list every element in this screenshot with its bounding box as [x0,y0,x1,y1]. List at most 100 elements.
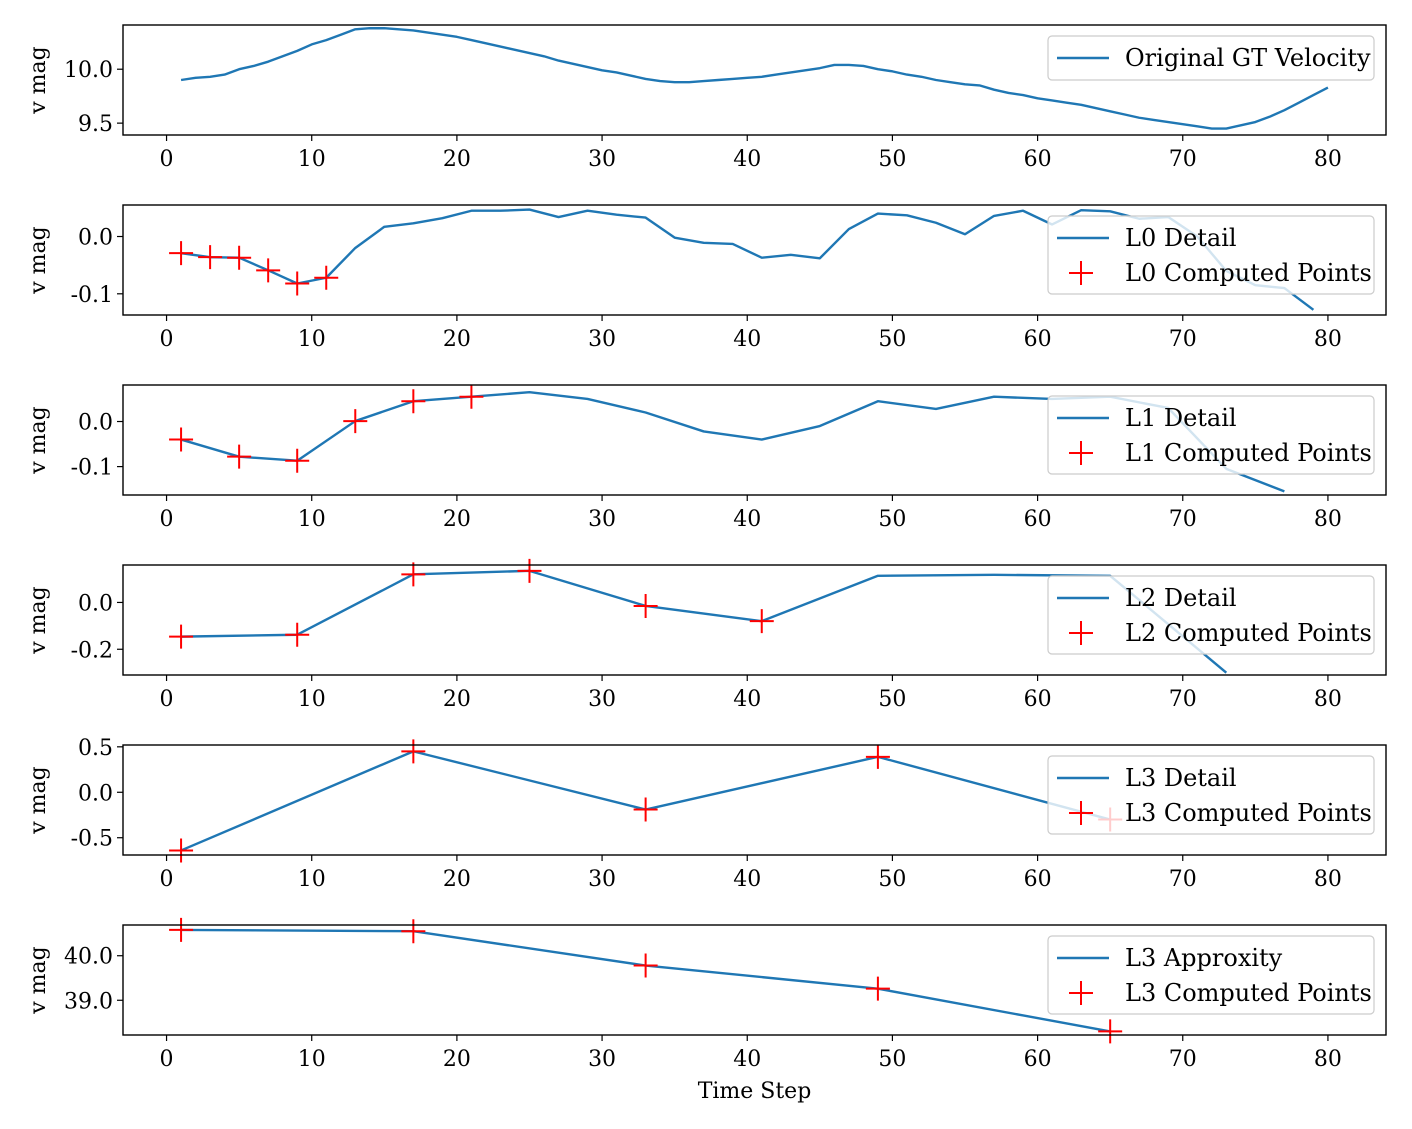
x-tick-label: 20 [443,687,471,712]
x-tick-label: 60 [1024,327,1052,352]
x-tick-label: 80 [1314,147,1342,172]
y-tick-label: -0.1 [71,283,113,308]
legend-label: L3 Computed Points [1125,799,1372,827]
computed-point-marker [865,976,890,1001]
y-tick-label: 40.0 [64,945,113,970]
legend-label: L3 Approxity [1125,944,1283,972]
x-tick-label: 10 [298,327,326,352]
computed-point-marker [314,265,339,290]
legend-label: L3 Detail [1125,764,1237,792]
y-tick-label: -0.2 [71,638,113,663]
series-line [180,208,1315,311]
computed-point-marker [1098,1019,1123,1044]
y-tick-label: 9.5 [78,112,113,137]
computed-point-marker [169,624,194,649]
computed-point-marker [633,953,658,978]
legend-label: L1 Computed Points [1125,439,1372,467]
x-tick-label: 50 [878,147,906,172]
x-tick-label: 80 [1314,1047,1342,1072]
subplot-2: 0 10 20 30 40 50 60 70 80 0.0 -0.1 v mag L0 Detail L0… [26,204,1387,352]
legend-label: L3 Computed Points [1125,979,1372,1007]
y-axis-label: v mag [26,946,51,1014]
computed-point-marker [227,245,252,270]
x-tick-label: 10 [298,507,326,532]
y-tick-label: 0.5 [78,736,113,761]
x-tick-label: 60 [1024,687,1052,712]
axes-frame [122,924,1387,1036]
y-tick-label: 0.0 [78,781,113,806]
y-tick-label: -0.1 [71,456,113,481]
x-tick-label: 60 [1024,507,1052,532]
legend [1047,395,1375,475]
computed-point-marker [401,919,426,944]
computed-point-marker [169,917,194,942]
computed-point-marker [285,271,310,296]
x-tick-label: 10 [298,687,326,712]
axes-frame [122,744,1387,856]
axes-frame [122,204,1387,316]
y-tick-label: -0.5 [71,827,113,852]
x-tick-label: 20 [443,507,471,532]
x-tick-label: 30 [588,327,616,352]
legend-marker-swatch [1069,261,1093,285]
computed-point-marker [749,609,774,634]
computed-point-marker [865,744,890,769]
x-tick-label: 80 [1314,867,1342,892]
computed-point-marker [401,562,426,587]
x-tick-label: 50 [878,327,906,352]
x-tick-label: 40 [733,687,761,712]
computed-point-marker [459,384,484,409]
x-tick-label: 50 [878,1047,906,1072]
subplot-3: 0 10 20 30 40 50 60 70 80 0.0 -0.1 v mag L1 Detail L1… [26,384,1387,532]
x-tick-label: 80 [1314,687,1342,712]
x-tick-label: 30 [588,507,616,532]
x-tick-label: 40 [733,327,761,352]
legend [1047,35,1375,81]
y-tick-label: 0.0 [78,411,113,436]
y-tick-label: 0.0 [78,226,113,251]
x-tick-label: 70 [1169,687,1197,712]
x-tick-label: 0 [160,327,174,352]
x-tick-label: 20 [443,1047,471,1072]
computed-point-marker [633,797,658,822]
x-tick-label: 10 [298,1047,326,1072]
legend [1047,575,1375,655]
axes-frame [122,384,1387,496]
x-tick-label: 0 [160,867,174,892]
legend-marker-swatch [1069,981,1093,1005]
x-axis-label: Time Step [698,1079,812,1104]
y-tick-label: 10.0 [64,58,113,83]
y-axis-label: v mag [26,46,51,114]
legend-label: L1 Detail [1125,404,1237,432]
computed-point-marker [169,241,194,266]
x-tick-label: 10 [298,867,326,892]
x-tick-label: 60 [1024,867,1052,892]
legend-marker-swatch [1069,441,1093,465]
legend-marker-swatch [1069,621,1093,645]
subplot-6: 0 10 20 30 40 50 60 70 80 40.0 39.0 v mag Time Step L… [26,917,1387,1104]
x-tick-label: 30 [588,147,616,172]
x-tick-label: 20 [443,327,471,352]
x-tick-label: 30 [588,867,616,892]
x-tick-label: 20 [443,867,471,892]
computed-point-marker [517,558,542,583]
x-tick-label: 0 [160,507,174,532]
x-tick-label: 0 [160,687,174,712]
legend-label: L0 Detail [1125,224,1237,252]
x-tick-label: 70 [1169,507,1197,532]
axes-frame [122,564,1387,676]
axes-frame [122,24,1387,136]
x-tick-label: 40 [733,867,761,892]
y-tick-label: 39.0 [64,989,113,1014]
computed-point-marker [198,245,223,270]
computed-point-marker [169,838,194,863]
x-tick-label: 10 [298,147,326,172]
x-tick-label: 50 [878,507,906,532]
x-tick-label: 30 [588,687,616,712]
legend-label: L2 Computed Points [1125,619,1372,647]
series-line [181,928,1111,1033]
x-tick-label: 70 [1169,147,1197,172]
computed-point-marker [285,448,310,473]
x-tick-label: 80 [1314,507,1342,532]
